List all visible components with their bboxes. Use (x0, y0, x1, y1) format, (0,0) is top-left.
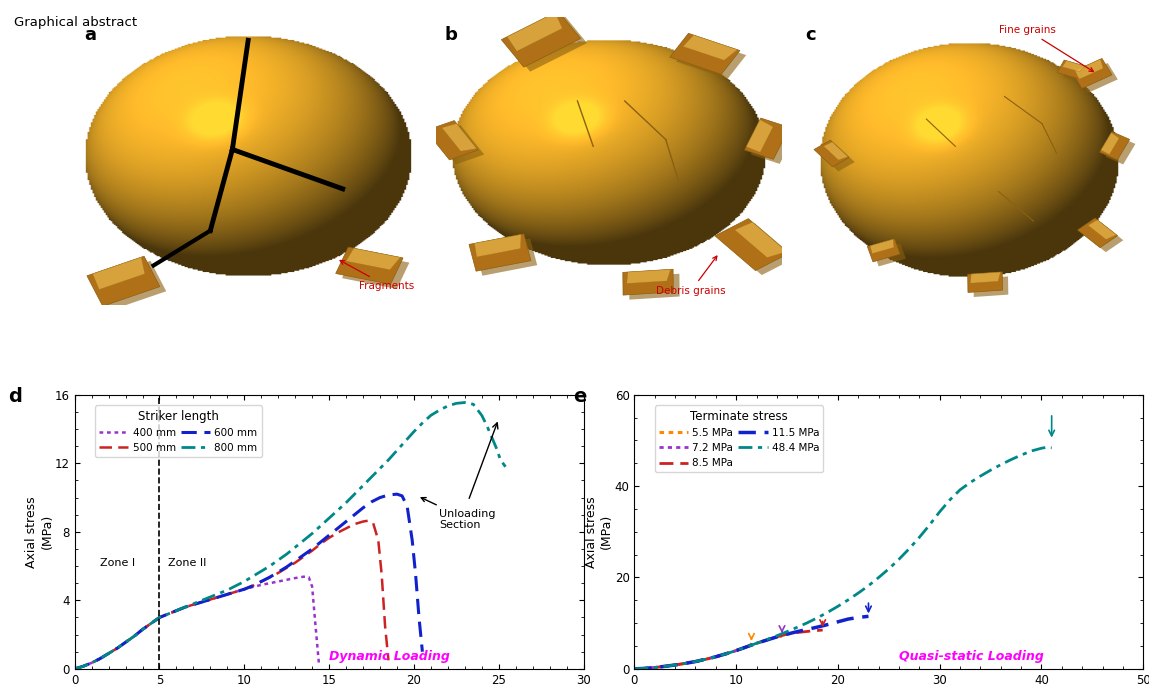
Polygon shape (1078, 63, 1118, 93)
Polygon shape (1063, 60, 1085, 72)
Polygon shape (973, 276, 1009, 297)
Polygon shape (469, 234, 531, 271)
Polygon shape (676, 38, 746, 79)
Text: Fine grains: Fine grains (998, 25, 1094, 71)
Polygon shape (670, 34, 740, 74)
Polygon shape (1101, 132, 1119, 154)
Polygon shape (507, 12, 562, 51)
Polygon shape (1088, 220, 1117, 239)
Polygon shape (971, 272, 1001, 283)
Polygon shape (346, 248, 400, 270)
Text: b: b (445, 26, 457, 44)
Y-axis label: Axial stress
(MPa): Axial stress (MPa) (25, 496, 54, 567)
Polygon shape (746, 119, 773, 152)
Polygon shape (1075, 59, 1103, 79)
Text: Unloading
Section: Unloading Section (422, 497, 496, 530)
Polygon shape (722, 223, 795, 275)
Text: Zone I: Zone I (100, 558, 136, 568)
Text: Quasi-static Loading: Quasi-static Loading (899, 650, 1044, 663)
Polygon shape (813, 140, 849, 167)
Text: a: a (84, 27, 97, 45)
Polygon shape (93, 261, 167, 311)
Polygon shape (342, 252, 409, 289)
Polygon shape (426, 121, 478, 160)
Polygon shape (751, 123, 796, 164)
Legend: 5.5 MPa, 7.2 MPa, 8.5 MPa, 11.5 MPa, 48.4 MPa: 5.5 MPa, 7.2 MPa, 8.5 MPa, 11.5 MPa, 48.… (655, 405, 824, 473)
Polygon shape (1100, 132, 1129, 160)
Polygon shape (476, 239, 538, 276)
Polygon shape (824, 142, 848, 160)
Polygon shape (501, 11, 580, 67)
Polygon shape (630, 274, 680, 300)
Polygon shape (336, 247, 403, 284)
Polygon shape (819, 145, 855, 172)
Polygon shape (745, 118, 789, 159)
Polygon shape (1084, 222, 1124, 252)
Polygon shape (1057, 60, 1086, 79)
Text: Debris grains: Debris grains (656, 256, 726, 296)
Polygon shape (683, 35, 738, 60)
Legend: 400 mm, 500 mm, 600 mm, 800 mm: 400 mm, 500 mm, 600 mm, 800 mm (95, 405, 262, 458)
Text: Graphical abstract: Graphical abstract (14, 16, 137, 29)
Polygon shape (1078, 218, 1118, 248)
Text: e: e (573, 387, 587, 405)
Polygon shape (623, 269, 673, 295)
Polygon shape (873, 244, 905, 266)
Polygon shape (1105, 137, 1135, 165)
Polygon shape (87, 256, 160, 306)
Polygon shape (475, 235, 522, 257)
Text: Dynamic Loading: Dynamic Loading (329, 650, 450, 663)
Polygon shape (715, 219, 789, 270)
Polygon shape (1072, 58, 1112, 88)
Polygon shape (734, 222, 787, 258)
Y-axis label: Axial stress
(MPa): Axial stress (MPa) (585, 496, 614, 567)
Text: c: c (805, 26, 816, 44)
Polygon shape (1063, 64, 1092, 83)
Text: d: d (8, 387, 23, 405)
Polygon shape (967, 272, 1003, 292)
Polygon shape (870, 239, 894, 254)
Polygon shape (508, 16, 587, 71)
Polygon shape (442, 123, 477, 152)
Text: Fragments: Fragments (340, 261, 414, 291)
Polygon shape (432, 125, 484, 165)
Polygon shape (93, 257, 145, 289)
Polygon shape (867, 239, 900, 262)
Text: Zone II: Zone II (168, 558, 207, 568)
Polygon shape (626, 270, 671, 283)
